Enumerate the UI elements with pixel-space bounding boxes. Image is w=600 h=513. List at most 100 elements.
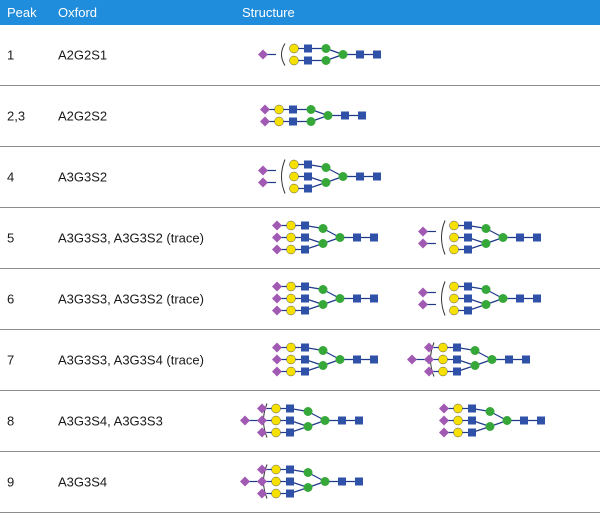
glcnac-icon — [355, 477, 363, 486]
glcnac-icon — [464, 233, 472, 242]
glcnac-icon — [520, 416, 528, 425]
galactose-icon — [271, 427, 281, 438]
peak-cell: 9 — [7, 474, 15, 490]
mannose-icon — [502, 416, 512, 425]
mannose-icon — [485, 407, 495, 416]
galactose-icon — [449, 220, 459, 231]
table-header: Peak Oxford Structure — [0, 0, 600, 25]
glcnac-icon — [353, 355, 361, 364]
galactose-icon — [271, 488, 281, 499]
glycan-structure — [258, 43, 381, 66]
sialic-acid-icon — [260, 104, 270, 115]
sialic-acid-icon — [439, 427, 449, 438]
sialic-acid-icon — [439, 415, 449, 426]
peak-cell: 2,3 — [7, 108, 26, 124]
table-row: 9 A3G3S4 — [0, 452, 600, 513]
peak-cell: 5 — [7, 230, 15, 246]
galactose-icon — [438, 366, 448, 377]
structure-cell — [272, 281, 541, 316]
table-row: 6 A3G3S3, A3G3S2 (trace) — [0, 269, 600, 330]
glcnac-icon — [453, 343, 461, 352]
mannose-icon — [485, 422, 495, 431]
glcnac-icon — [468, 416, 476, 425]
sialic-acid-icon — [258, 49, 268, 60]
glcnac-icon — [370, 233, 378, 242]
glcnac-icon — [286, 416, 294, 425]
sialic-acid-icon — [418, 287, 428, 298]
galactose-icon — [286, 232, 296, 243]
sialic-acid-icon — [258, 177, 268, 188]
table-row: 4 A3G3S2 — [0, 147, 600, 208]
sialic-acid-icon — [424, 354, 434, 365]
oxford-cell: A3G3S3, A3G3S4 (trace) — [58, 352, 204, 368]
glycan-structure — [439, 403, 545, 438]
mannose-icon — [318, 346, 328, 355]
glcnac-icon — [358, 111, 366, 120]
galactose-icon — [286, 342, 296, 353]
mannose-icon — [481, 224, 491, 233]
table-row: 1 A2G2S1 — [0, 25, 600, 86]
mannose-icon — [320, 416, 330, 425]
mannose-icon — [481, 239, 491, 248]
glycan-structure — [240, 403, 363, 438]
glcnac-icon — [301, 367, 309, 376]
glcnac-icon — [373, 172, 381, 181]
mannose-icon — [470, 346, 480, 355]
sialic-acid-icon — [407, 354, 417, 365]
galactose-icon — [286, 281, 296, 292]
glcnac-icon — [355, 416, 363, 425]
structure-cell — [240, 464, 363, 499]
structure-cell — [272, 220, 541, 255]
sialic-acid-icon — [257, 476, 267, 487]
glcnac-icon — [373, 50, 381, 59]
table-row: 2,3 A2G2S2 — [0, 86, 600, 147]
glcnac-icon — [304, 56, 312, 65]
glcnac-icon — [533, 294, 541, 303]
galactose-icon — [286, 366, 296, 377]
peak-cell: 4 — [7, 169, 15, 185]
sialic-acid-icon — [257, 415, 267, 426]
galactose-icon — [271, 415, 281, 426]
peak-cell: 8 — [7, 413, 15, 429]
glcnac-icon — [533, 233, 541, 242]
glcnac-icon — [301, 343, 309, 352]
galactose-icon — [438, 354, 448, 365]
sialic-acid-icon — [257, 464, 267, 475]
glcnac-icon — [304, 184, 312, 193]
galactose-icon — [453, 403, 463, 414]
glycan-structure — [260, 104, 366, 127]
glcnac-icon — [464, 306, 472, 315]
galactose-icon — [449, 305, 459, 316]
glycan-structure — [272, 342, 378, 377]
mannose-icon — [335, 355, 345, 364]
glcnac-icon — [286, 465, 294, 474]
glcnac-icon — [301, 294, 309, 303]
sialic-acid-icon — [240, 415, 250, 426]
oxford-cell: A2G2S2 — [58, 108, 108, 124]
sialic-acid-icon — [272, 366, 282, 377]
sialic-acid-icon — [257, 427, 267, 438]
sialic-acid-icon — [272, 354, 282, 365]
galactose-icon — [286, 220, 296, 231]
peak-cell: 6 — [7, 291, 15, 307]
mannose-icon — [338, 50, 348, 59]
sialic-acid-icon — [424, 342, 434, 353]
sialic-acid-icon — [257, 488, 267, 499]
galactose-icon — [289, 171, 299, 182]
mannose-icon — [335, 294, 345, 303]
sialic-acid-icon — [272, 305, 282, 316]
structure-cell — [258, 43, 381, 66]
glcnac-icon — [301, 355, 309, 364]
sialic-acid-icon — [439, 403, 449, 414]
structure-cell — [258, 159, 381, 194]
glcnac-icon — [341, 111, 349, 120]
glycan-structure — [258, 159, 381, 194]
sialic-acid-icon — [257, 403, 267, 414]
glcnac-icon — [301, 282, 309, 291]
galactose-icon — [286, 354, 296, 365]
glcnac-icon — [338, 477, 346, 486]
structure-cell — [260, 104, 366, 127]
galactose-icon — [449, 293, 459, 304]
mannose-icon — [320, 477, 330, 486]
galactose-icon — [286, 244, 296, 255]
